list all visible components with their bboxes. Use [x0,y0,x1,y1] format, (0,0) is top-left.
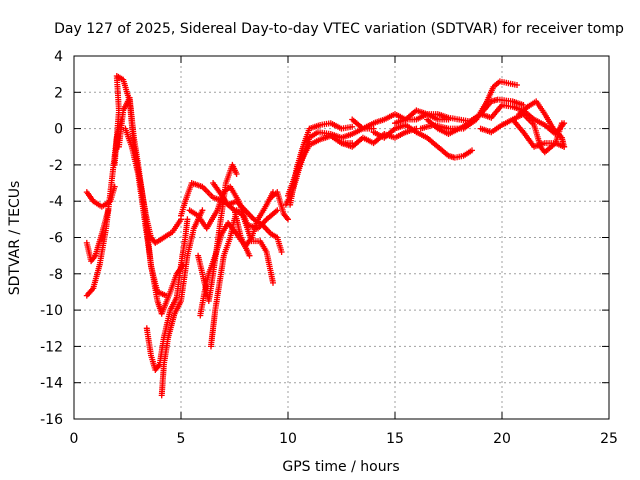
data-point [558,120,565,127]
data-series [83,116,125,299]
data-series [158,207,206,399]
y-tick-label: 4 [54,49,63,65]
y-tick-label: -14 [40,376,63,392]
data-points [83,73,568,399]
y-tick-label: -8 [49,267,63,283]
y-tick-label: -10 [40,303,63,319]
y-axis-label: SDTVAR / TECUs [7,181,23,296]
chart-title: Day 127 of 2025, Sidereal Day-to-day VTE… [54,21,624,37]
data-series [267,189,291,223]
x-tick-label: 10 [279,431,297,447]
data-series [370,122,475,161]
axis-ticks: 0 5 10 15 20 25 -16 -14 -12 -10 -8 -6 -4 -2 0 2 4 [40,49,618,447]
data-point [184,216,191,223]
data-point [91,254,98,260]
data-series [111,73,184,246]
y-tick-label: 0 [54,122,63,138]
data-point [278,249,285,255]
data-point [199,207,206,214]
x-tick-label: 25 [600,431,618,447]
data-point [469,147,475,154]
data-point [514,82,520,88]
y-tick-label: 2 [54,85,63,101]
data-point [274,207,281,214]
y-tick-label: -12 [40,339,63,355]
data-point [270,279,276,286]
y-tick-label: -2 [49,158,63,174]
data-series [287,120,356,208]
data-point [246,252,253,259]
data-point [561,143,568,150]
x-tick-label: 20 [493,431,511,447]
y-tick-label: -6 [49,231,63,247]
data-point [349,123,356,130]
y-tick-label: -4 [49,194,63,210]
data-series [509,111,565,156]
data-series [122,125,187,317]
y-tick-label: -16 [40,412,63,428]
x-tick-label: 5 [177,431,186,447]
x-axis-label: GPS time / hours [282,459,399,475]
data-series [210,180,285,255]
data-point [283,215,290,221]
x-tick-label: 0 [70,431,79,447]
data-point [233,171,240,177]
data-point [285,216,291,223]
data-series [115,94,169,299]
data-point [520,102,527,108]
data-point [155,362,162,369]
x-tick-label: 15 [386,431,404,447]
